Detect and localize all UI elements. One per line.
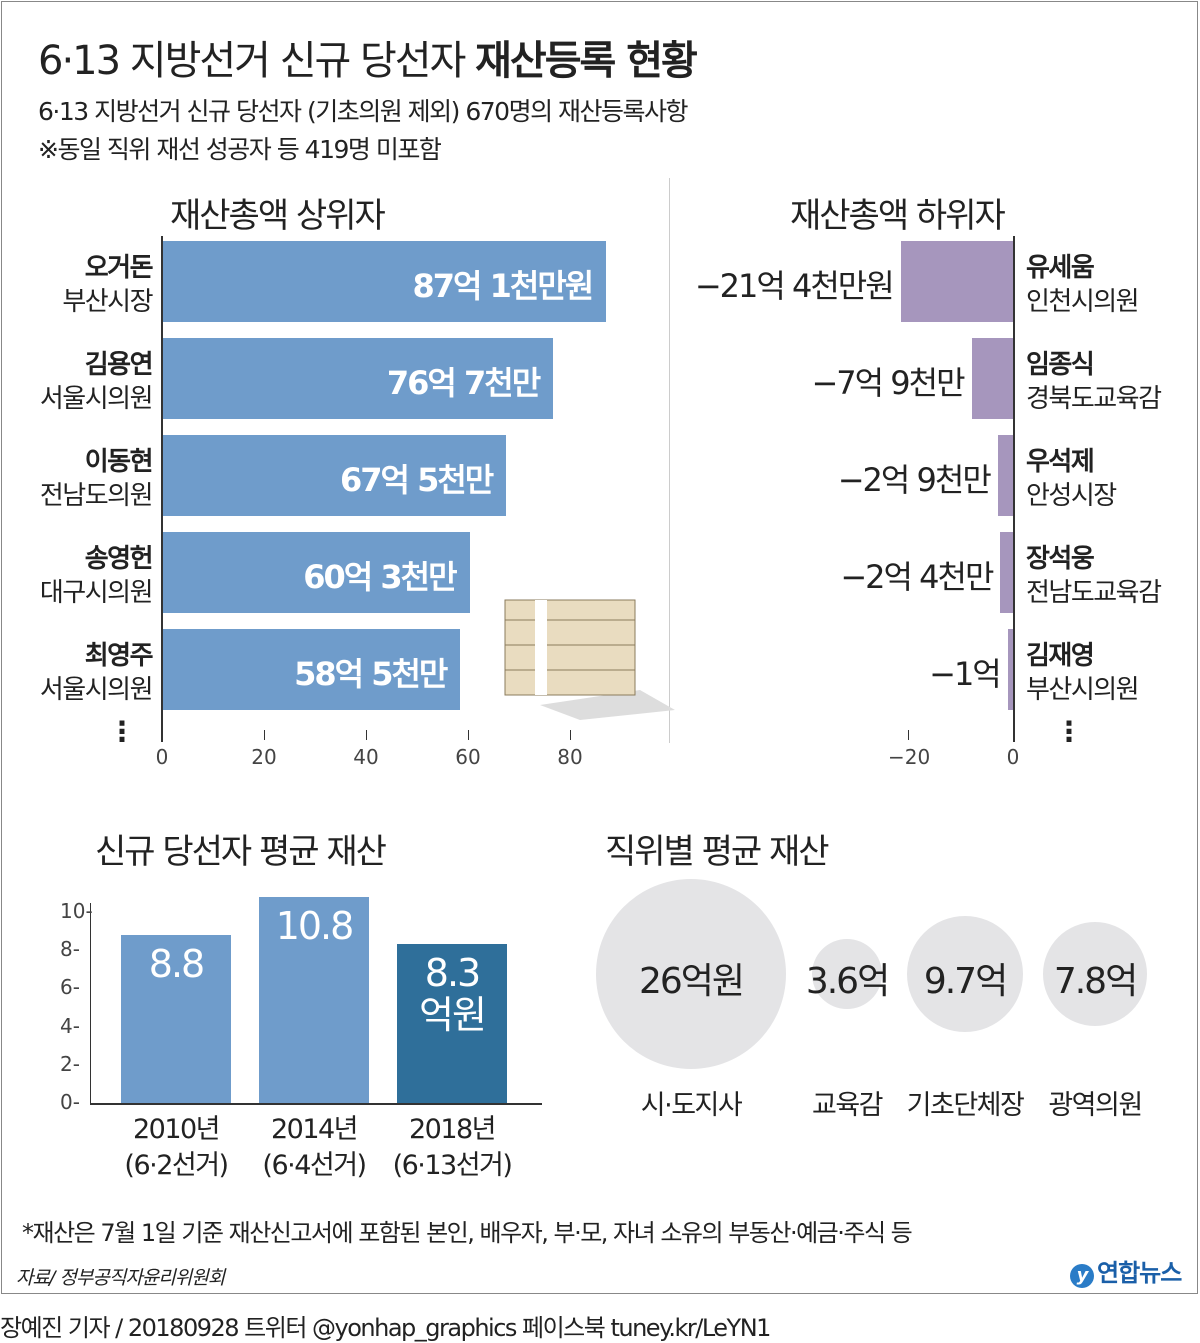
y-axis bbox=[90, 903, 91, 1103]
name-label: 송영헌 대구시의원 bbox=[39, 544, 154, 608]
logo-icon: y bbox=[1070, 1264, 1094, 1288]
bubble bbox=[596, 879, 786, 1069]
bar bbox=[900, 241, 1013, 322]
tick-label: 8- bbox=[60, 937, 80, 962]
category-label: 교육감 bbox=[811, 1090, 884, 1121]
value-label: 3.6억 bbox=[805, 961, 890, 1002]
name-label: 김용연 서울시의원 bbox=[39, 350, 154, 414]
category-label: 2010년 (6·2선거) bbox=[124, 1114, 229, 1181]
category-label: 광역의원 bbox=[1048, 1090, 1143, 1121]
credit: 장예진 기자 / 20180928 트위터 @yonhap_graphics 페… bbox=[0, 1314, 771, 1342]
bar bbox=[397, 944, 507, 1103]
y-axis bbox=[1013, 236, 1015, 742]
value-label: 67억 5천만 bbox=[339, 461, 494, 499]
name-label: 임종식 경북도교육감 bbox=[1026, 350, 1162, 414]
value-label: −1억 bbox=[929, 655, 1002, 693]
source: 자료/ 정부공직자윤리위원회 bbox=[16, 1267, 225, 1289]
value-label: 87억 1천만원 bbox=[412, 267, 595, 305]
page-title: 6·13 지방선거 신규 당선자 재산등록 현황 bbox=[38, 38, 698, 84]
tick-mark bbox=[1013, 730, 1014, 740]
value-label: −7억 9천만 bbox=[811, 364, 965, 402]
tick-mark bbox=[570, 730, 571, 740]
tick-mark bbox=[264, 730, 265, 740]
value-label: −2억 4천만 bbox=[840, 558, 994, 596]
value-label: 8.3 억원 bbox=[419, 951, 487, 1038]
bar bbox=[162, 435, 507, 516]
tick-label: 2- bbox=[60, 1051, 80, 1076]
yonhap-logo: y 연합뉴스 bbox=[1070, 1253, 1182, 1288]
footnote: *재산은 7월 1일 기준 재산신고서에 포함된 본인, 배우자, 부·모, 자… bbox=[22, 1219, 913, 1247]
average-chart-title: 신규 당선자 평균 재산 bbox=[95, 832, 387, 872]
tick-label: 10- bbox=[60, 899, 93, 923]
more-indicator: ⋮ bbox=[108, 715, 136, 748]
value-label: −2억 9천만 bbox=[837, 461, 992, 499]
bar bbox=[997, 435, 1013, 516]
name-label: 최영주 서울시의원 bbox=[39, 641, 154, 705]
more-indicator: ⋮ bbox=[1055, 715, 1083, 748]
bar bbox=[162, 338, 554, 419]
subtitle-note: ※동일 직위 재선 성공자 등 419명 미포함 bbox=[38, 135, 442, 164]
value-label: −21억 4천만원 bbox=[694, 267, 895, 305]
bar bbox=[971, 338, 1013, 419]
category-label: 시·도지사 bbox=[640, 1090, 743, 1121]
category-label: 기초단체장 bbox=[906, 1090, 1025, 1121]
frame bbox=[1, 1, 1198, 1294]
bottom-chart-title: 재산총액 하위자 bbox=[790, 196, 1006, 236]
name-label: 오거돈 부산시장 bbox=[62, 253, 153, 317]
value-label: 10.8 bbox=[275, 903, 355, 948]
tick-mark bbox=[468, 730, 469, 740]
bar bbox=[162, 629, 461, 710]
bar bbox=[121, 934, 231, 1103]
bar bbox=[259, 896, 369, 1103]
bar bbox=[1000, 532, 1013, 613]
top-chart-title: 재산총액 상위자 bbox=[170, 196, 386, 236]
name-label: 장석웅 전남도교육감 bbox=[1026, 544, 1162, 608]
tick-label: 4- bbox=[60, 1013, 80, 1038]
tick-label: 0 bbox=[155, 745, 169, 769]
tick-mark bbox=[366, 730, 367, 740]
value-label: 7.8억 bbox=[1053, 961, 1138, 1002]
tick-label: 6- bbox=[60, 975, 80, 1000]
category-label: 2018년 (6·13선거) bbox=[392, 1114, 513, 1181]
bar bbox=[162, 241, 607, 322]
tick-label: 60 bbox=[455, 745, 481, 769]
tick-label: 80 bbox=[557, 745, 583, 769]
tick-label: 0 bbox=[1006, 745, 1020, 769]
name-label: 김재영 부산시의원 bbox=[1026, 641, 1140, 705]
tick-label: −20 bbox=[888, 745, 931, 769]
tick-mark bbox=[908, 730, 909, 740]
tick-label: 40 bbox=[353, 745, 379, 769]
tick-mark bbox=[162, 730, 163, 740]
x-axis bbox=[90, 1103, 542, 1105]
value-label: 9.7억 bbox=[923, 961, 1008, 1002]
value-label: 58억 5천만 bbox=[294, 655, 448, 693]
subtitle: 6·13 지방선거 신규 당선자 (기초의원 제외) 670명의 재산등록사항 bbox=[38, 97, 689, 126]
tick-label: 20 bbox=[251, 745, 277, 769]
tick-label: 0- bbox=[60, 1090, 80, 1114]
name-label: 유세움 인천시의원 bbox=[1026, 253, 1140, 317]
category-label: 2014년 (6·4선거) bbox=[262, 1114, 367, 1181]
value-label: 76억 7천만 bbox=[386, 364, 541, 402]
bubble bbox=[907, 916, 1023, 1032]
money-stack-icon bbox=[504, 599, 675, 720]
bar bbox=[162, 532, 470, 613]
value-label: 8.8 bbox=[148, 941, 205, 986]
bubble bbox=[1043, 922, 1147, 1026]
value-label: 26억원 bbox=[638, 961, 745, 1002]
bar bbox=[1007, 629, 1013, 710]
name-label: 우석제 안성시장 bbox=[1026, 447, 1117, 511]
name-label: 이동현 전남도의원 bbox=[39, 447, 154, 511]
bubble bbox=[811, 938, 883, 1010]
divider bbox=[669, 178, 670, 743]
y-axis bbox=[161, 236, 163, 742]
value-label: 60억 3천만 bbox=[303, 558, 457, 596]
position-chart-title: 직위별 평균 재산 bbox=[605, 832, 830, 872]
